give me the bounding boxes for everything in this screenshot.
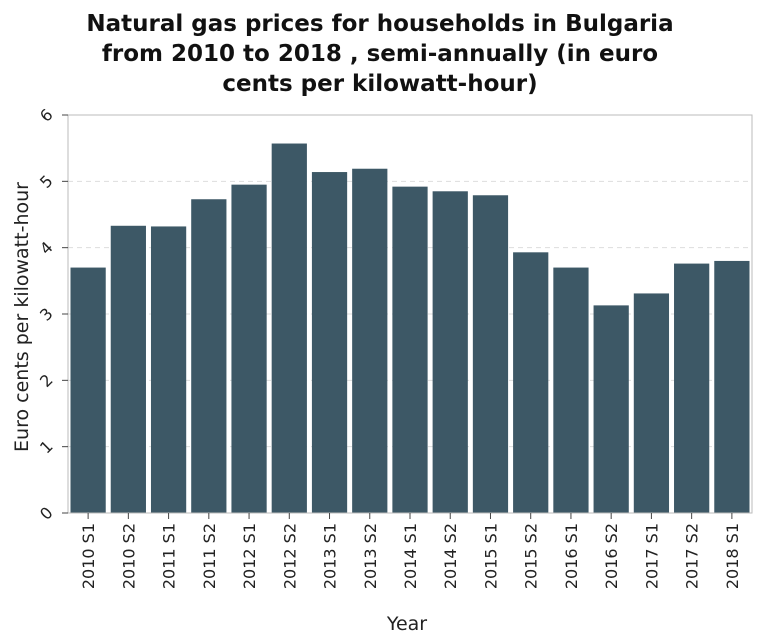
x-axis-ticks: 2010 S1 2010 S2 2011 S1 2011 S2 2012 S1 2012 …: [79, 513, 742, 589]
x-tick-label: 2012 S2: [280, 523, 299, 589]
x-tick-label: 2012 S1: [240, 523, 259, 589]
y-tick-label: 5: [36, 171, 57, 192]
y-tick-label: 2: [36, 370, 57, 391]
y-axis-ticks: 0 1 2 3 4 5 6: [36, 105, 68, 524]
x-tick-label: 2011 S2: [200, 523, 219, 589]
x-tick-label: 2016 S2: [602, 523, 621, 589]
bar-2015-s1: [472, 195, 509, 513]
bar-2017-s2: [674, 263, 710, 513]
y-tick-label: 1: [36, 437, 57, 458]
x-axis-label: Year: [386, 613, 427, 635]
bar-2011-s1: [150, 226, 187, 513]
chart-title-line: cents per kilowatt-hour): [222, 71, 537, 97]
x-tick-label: 2010 S1: [79, 523, 98, 589]
x-tick-label: 2014 S1: [401, 523, 420, 589]
y-tick-label: 3: [36, 304, 57, 325]
x-tick-label: 2017 S1: [642, 523, 661, 589]
bar-2010-s2: [110, 225, 146, 513]
bar-2010-s1: [70, 267, 106, 513]
bar-2014-s2: [432, 191, 468, 514]
bar-2013-s2: [352, 168, 388, 514]
bar-2015-s2: [513, 252, 549, 513]
x-tick-label: 2013 S1: [321, 523, 340, 589]
bar-2011-s2: [191, 199, 227, 513]
x-tick-label: 2015 S1: [481, 523, 500, 589]
bars: [70, 143, 750, 514]
bar-2014-s1: [392, 186, 428, 513]
bar-2017-s1: [633, 293, 670, 513]
x-tick-label: 2017 S2: [683, 523, 702, 589]
y-axis-label: Euro cents per kilowatt-hour: [11, 182, 33, 452]
x-tick-label: 2015 S2: [522, 523, 541, 589]
chart-title-line: Natural gas prices for households in Bul…: [86, 11, 673, 37]
y-tick-label: 6: [36, 105, 57, 126]
x-tick-label: 2014 S2: [441, 523, 460, 589]
bar-2013-s1: [311, 172, 348, 513]
x-tick-label: 2013 S2: [361, 523, 380, 589]
chart-title-line: from 2010 to 2018 , semi-annually (in eu…: [102, 41, 658, 67]
bar-2016-s1: [553, 267, 589, 513]
bar-2018-s1: [714, 260, 750, 513]
bar-2012-s2: [271, 143, 307, 514]
x-tick-label: 2018 S1: [723, 523, 742, 589]
chart-title: Natural gas prices for households in Bul…: [86, 11, 673, 97]
y-tick-label: 0: [36, 503, 57, 524]
y-tick-label: 4: [36, 238, 57, 259]
x-tick-label: 2010 S2: [119, 523, 138, 589]
bar-2016-s2: [593, 305, 629, 513]
bar-2012-s1: [231, 184, 267, 513]
x-tick-label: 2016 S1: [562, 523, 581, 589]
x-tick-label: 2011 S1: [160, 523, 179, 589]
